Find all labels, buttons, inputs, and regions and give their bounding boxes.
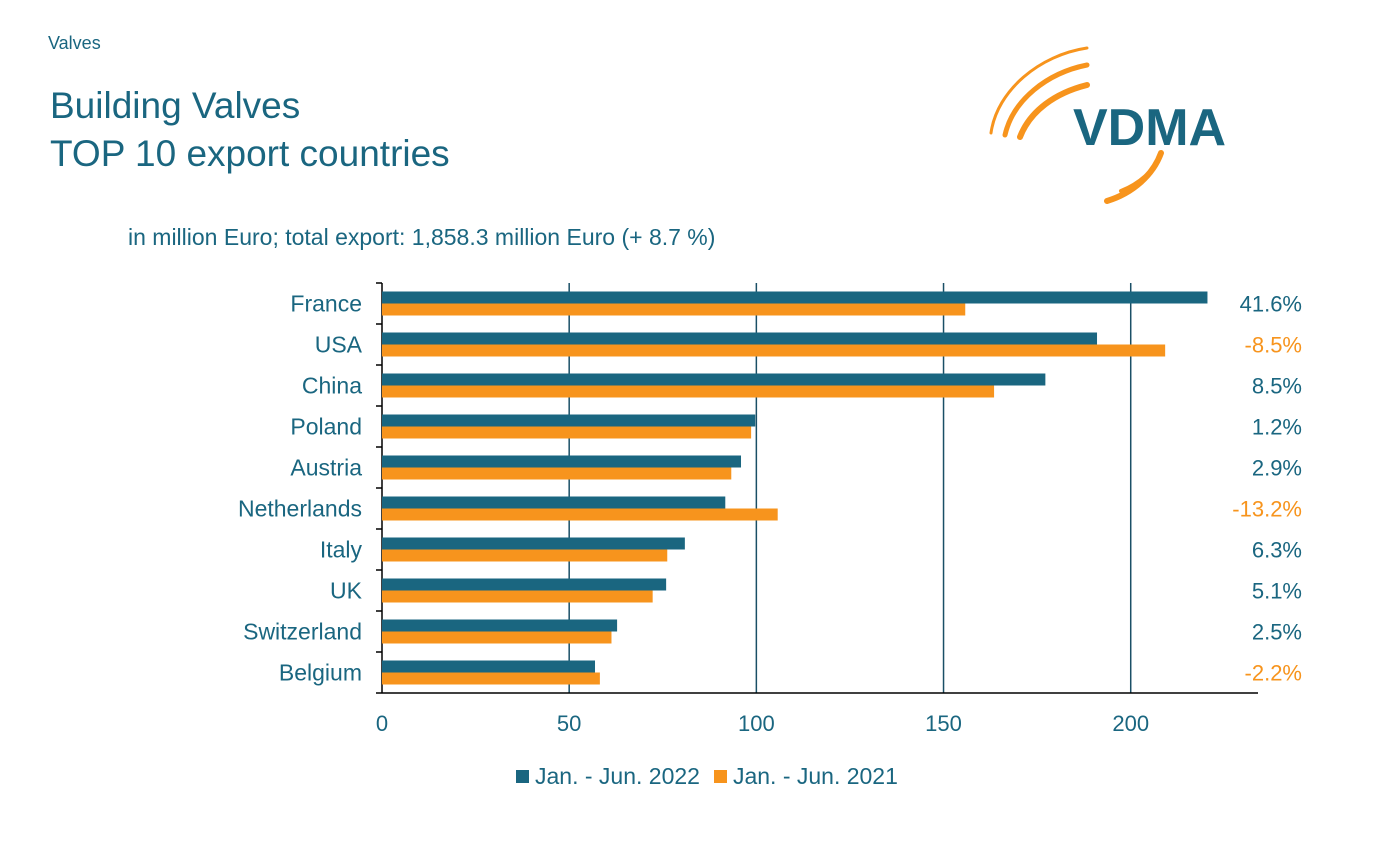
bar-2021	[382, 672, 600, 685]
title-line-2: TOP 10 export countries	[50, 133, 450, 174]
legend-item-2021: Jan. - Jun. 2021	[713, 763, 898, 790]
category-label: Netherlands	[238, 496, 362, 522]
change-label: -8.5%	[1245, 333, 1302, 358]
change-label: -2.2%	[1245, 661, 1302, 686]
category-label: France	[290, 291, 362, 317]
bar-2022	[382, 660, 596, 673]
x-tick-label: 50	[557, 711, 581, 736]
legend-swatch-2021	[713, 770, 727, 783]
bar-2021	[382, 303, 966, 316]
bar-2022	[382, 373, 1046, 386]
bar-2022	[382, 414, 756, 427]
x-tick-label: 0	[376, 711, 388, 736]
legend-swatch-2022	[516, 770, 529, 783]
change-label: 1.2%	[1252, 415, 1302, 440]
bar-2022	[382, 619, 618, 632]
category-label: Belgium	[279, 660, 362, 686]
chart-legend: Jan. - Jun. 2022 Jan. - Jun. 2021	[516, 763, 898, 790]
bar-2021	[382, 549, 668, 562]
bar-2022	[382, 537, 685, 550]
bar-2022	[382, 578, 667, 591]
category-label: USA	[315, 332, 363, 358]
category-label: Italy	[320, 537, 363, 563]
change-label: -13.2%	[1232, 497, 1302, 522]
bar-2022	[382, 496, 726, 509]
change-label: 6.3%	[1252, 538, 1302, 563]
legend-label-2021: Jan. - Jun. 2021	[732, 763, 898, 789]
category-label: UK	[330, 578, 363, 604]
x-tick-label: 150	[925, 711, 962, 736]
x-tick-label: 100	[738, 711, 775, 736]
page-title: Building Valves TOP 10 export countries	[50, 82, 450, 178]
bar-2021	[382, 467, 732, 480]
title-line-1: Building Valves	[50, 85, 301, 126]
bar-2021	[382, 385, 995, 398]
category-label: China	[302, 373, 362, 399]
vdma-logo: VDMA	[985, 45, 1265, 205]
chart-subtitle: in million Euro; total export: 1,858.3 m…	[128, 224, 716, 250]
bar-2021	[382, 344, 1166, 357]
change-label: 41.6%	[1240, 292, 1302, 317]
x-tick-label: 200	[1112, 711, 1149, 736]
bar-2021	[382, 631, 612, 644]
bar-2022	[382, 455, 742, 468]
bar-2021	[382, 590, 653, 603]
bar-2021	[382, 508, 778, 521]
section-label: Valves	[48, 33, 101, 53]
legend-item-2022: Jan. - Jun. 2022	[516, 763, 700, 790]
change-label: 8.5%	[1252, 374, 1302, 399]
bar-2022	[382, 291, 1208, 304]
category-label: Austria	[290, 455, 362, 481]
legend-label-2022: Jan. - Jun. 2022	[535, 763, 700, 789]
change-label: 5.1%	[1252, 579, 1302, 604]
bar-2021	[382, 426, 752, 439]
bar-2022	[382, 332, 1098, 345]
change-label: 2.5%	[1252, 620, 1302, 645]
vdma-logo-icon: VDMA	[989, 46, 1226, 204]
category-label: Switzerland	[243, 619, 362, 645]
change-label: 2.9%	[1252, 456, 1302, 481]
category-label: Poland	[290, 414, 362, 440]
logo-text: VDMA	[1073, 99, 1226, 157]
